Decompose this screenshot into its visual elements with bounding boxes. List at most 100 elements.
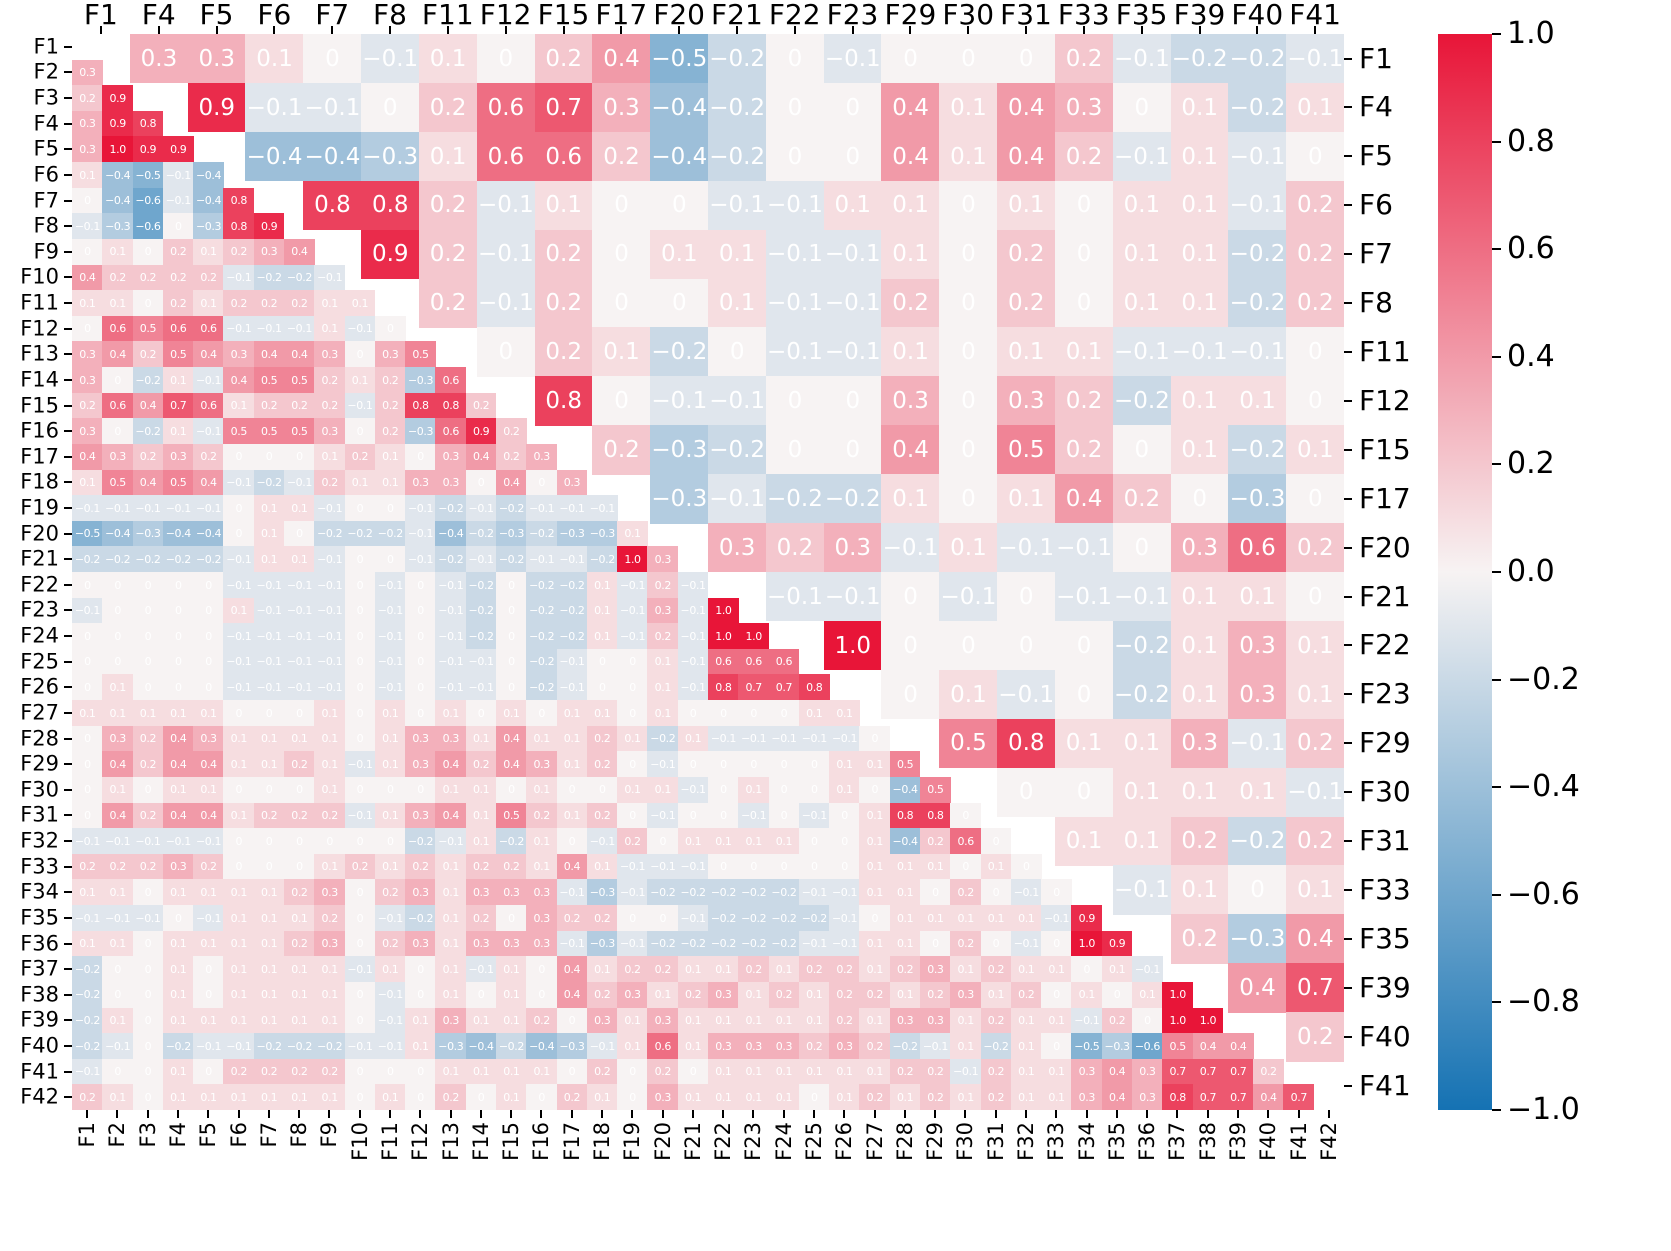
colorbar-tick — [1492, 463, 1501, 466]
heatmap-cell-lower: −0.1 — [617, 853, 648, 880]
heatmap-cell-upper: 0 — [650, 180, 709, 231]
heatmap-cell-lower: 0 — [344, 725, 376, 752]
heatmap-cell-lower: 0.1 — [314, 443, 346, 470]
heatmap-cell-lower: 0.7 — [738, 674, 770, 701]
heatmap-cell-lower: −0.3 — [405, 367, 436, 394]
heatmap-cell-lower: −0.2 — [677, 930, 709, 957]
heatmap-cell-lower: 0.3 — [829, 1033, 860, 1060]
heatmap-cell-lower: 0.3 — [102, 443, 134, 470]
heatmap-cell-upper: 0.1 — [997, 180, 1056, 231]
heatmap-cell-upper: −0.4 — [650, 82, 709, 133]
heatmap-cell-lower: 0.2 — [132, 341, 164, 368]
heatmap-cell-lower: −0.1 — [465, 495, 497, 522]
heatmap-cell-upper: 0 — [303, 34, 362, 84]
heatmap-cell-upper: −0.1 — [650, 376, 709, 426]
heatmap-cell-lower: 0 — [132, 623, 164, 650]
heatmap-cell-upper: −0.1 — [1228, 327, 1287, 377]
heatmap-cell-lower: −0.1 — [617, 879, 648, 906]
heatmap-cell-lower: 1.0 — [1162, 1007, 1194, 1034]
heatmap-cell-lower: 0.6 — [435, 418, 467, 445]
heatmap-cell-lower: 0.1 — [284, 725, 315, 752]
colorbar-tick — [1492, 1001, 1501, 1004]
heatmap-cell-lower: 0.2 — [374, 392, 406, 419]
heatmap-cell-lower: 0.6 — [435, 367, 467, 394]
heatmap-cell-lower: −0.1 — [284, 674, 315, 701]
heatmap-cell-lower: 0.1 — [314, 290, 346, 317]
heatmap-cell-upper: 0.1 — [1170, 229, 1229, 280]
heatmap-cell-lower: 0.9 — [1101, 930, 1133, 957]
heatmap-cell-lower: 0.1 — [496, 981, 527, 1008]
heatmap-cell-lower: 0.2 — [162, 264, 194, 291]
heatmap-cell-lower: 0 — [344, 905, 376, 932]
heatmap-cell-lower: 0.1 — [284, 956, 315, 983]
heatmap-cell-lower: −0.1 — [284, 623, 315, 650]
heatmap-cell-lower: −0.1 — [223, 674, 255, 701]
heatmap-cell-lower: −0.2 — [132, 546, 164, 573]
heatmap-cell-upper: 0 — [1286, 327, 1345, 377]
heatmap-cell-lower: 0.1 — [344, 290, 376, 317]
heatmap-cell-lower: −0.2 — [284, 264, 315, 291]
heatmap-cell-lower: 0.4 — [1101, 1084, 1133, 1111]
heatmap-cell-lower: 0.1 — [223, 879, 255, 906]
heatmap-cell-lower: −0.4 — [193, 520, 224, 547]
heatmap-cell-lower: 0 — [496, 597, 527, 624]
heatmap-cell-lower: 0.1 — [253, 1084, 285, 1111]
heatmap-cell-lower: 0.2 — [314, 392, 346, 419]
heatmap-cell-lower: −0.2 — [980, 1033, 1012, 1060]
heatmap-cell-upper: 0.1 — [939, 82, 998, 133]
heatmap-cell-upper: 0.4 — [881, 425, 940, 475]
heatmap-cell-lower: −0.1 — [435, 623, 467, 650]
heatmap-cell-lower: 0.1 — [374, 853, 406, 880]
heatmap-cell-lower: 0 — [344, 674, 376, 701]
heatmap-cell-upper: −0.4 — [245, 131, 304, 182]
colorbar-tick-label: −0.4 — [1507, 769, 1580, 805]
colorbar-tick — [1492, 571, 1501, 573]
heatmap-cell-lower: 0.4 — [102, 341, 134, 368]
colorbar-tick — [1492, 140, 1501, 143]
heatmap-cell-lower: −0.1 — [223, 572, 255, 599]
heatmap-cell-lower: −0.2 — [738, 905, 770, 932]
heatmap-cell-upper: −0.1 — [1170, 327, 1229, 377]
heatmap-cell-lower: −0.2 — [102, 546, 134, 573]
heatmap-cell-lower: −0.2 — [162, 546, 194, 573]
heatmap-cell-lower: 0.2 — [132, 725, 164, 752]
heatmap-cell-lower: 0 — [405, 776, 436, 804]
heatmap-cell-lower: 0 — [465, 1084, 497, 1111]
heatmap-cell-upper: 0.1 — [418, 131, 478, 182]
heatmap-cell-lower: 0.2 — [586, 905, 618, 932]
heatmap-cell-upper: 0 — [765, 425, 825, 475]
heatmap-cell-lower: 0.1 — [223, 802, 255, 829]
heatmap-cell-lower: 0.1 — [253, 725, 285, 752]
heatmap-cell-lower: −0.1 — [465, 546, 497, 573]
heatmap-cell-lower: 0.1 — [465, 725, 497, 752]
heatmap-cell-lower: 0.2 — [253, 802, 285, 829]
heatmap-cell-lower: 0.2 — [920, 828, 951, 855]
heatmap-cell-lower: 0.1 — [526, 853, 558, 880]
heatmap-cell-lower: 0.3 — [465, 930, 497, 957]
heatmap-cell-lower: −0.2 — [496, 1033, 527, 1060]
heatmap-cell-upper: 0.1 — [823, 180, 882, 231]
heatmap-cell-upper: 0.5 — [997, 425, 1056, 475]
heatmap-cell-lower: −0.1 — [102, 1033, 134, 1060]
heatmap-cell-lower: 0 — [132, 290, 164, 317]
heatmap-cell-lower: 0 — [193, 597, 224, 624]
heatmap-cell-upper: 0.1 — [881, 327, 940, 377]
heatmap-cell-lower: −0.1 — [556, 879, 588, 906]
heatmap-cell-lower: 0 — [344, 828, 376, 855]
heatmap-cell-lower: 0.4 — [496, 725, 527, 752]
heatmap-cell-upper: 0 — [939, 278, 998, 328]
heatmap-cell-upper: 0 — [939, 376, 998, 426]
heatmap-cell-lower: 0.1 — [1010, 905, 1042, 932]
heatmap-cell-lower: 0.1 — [314, 315, 346, 342]
heatmap-cell-lower: −0.1 — [344, 392, 376, 419]
heatmap-cell-lower: 0 — [162, 674, 194, 701]
heatmap-cell-lower: −0.5 — [72, 520, 103, 547]
heatmap-cell-lower: 0.1 — [374, 956, 406, 983]
heatmap-cell-lower: 0.2 — [950, 930, 982, 957]
heatmap-cell-upper: 0.2 — [1054, 376, 1114, 426]
heatmap-cell-lower: 0.2 — [314, 367, 346, 394]
heatmap-cell-lower: 0.1 — [738, 776, 770, 804]
heatmap-cell-lower: 0 — [344, 930, 376, 957]
heatmap-cell-upper: 0.4 — [881, 131, 940, 182]
